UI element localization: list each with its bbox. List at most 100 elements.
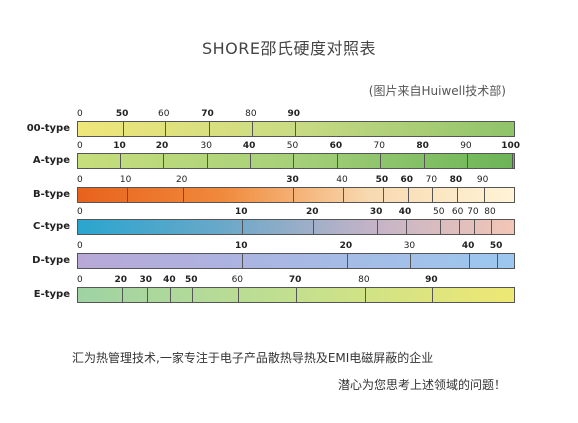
scale-tick-label: 0 [77, 109, 83, 119]
scale-tick-label: 100 [501, 141, 521, 151]
scale-tick-label: 40 [398, 207, 412, 217]
scale-tick-label: 40 [163, 275, 176, 285]
scale-tick-label: 80 [416, 141, 429, 151]
scale-tick-label: 30 [286, 175, 299, 185]
scale-tick [432, 188, 434, 202]
scale-tick [497, 254, 499, 268]
scale-tick [382, 188, 384, 202]
scale-tick [208, 122, 210, 136]
scale-tick-label: 90 [287, 109, 301, 119]
scale-tick-label: 60 [157, 109, 170, 119]
scale-label-d-type: D-type [32, 255, 70, 266]
scale-tick-label: 0 [77, 175, 83, 185]
scale-tick [410, 254, 412, 268]
scale-tick-label: 80 [358, 275, 370, 285]
scale-tick-label: 50 [115, 109, 129, 119]
scale-tick-label: 30 [139, 275, 153, 285]
scale-tick [423, 154, 425, 168]
scale-tick-label: 60 [451, 207, 464, 217]
scale-label-b-type: B-type [32, 189, 70, 200]
scale-tick [380, 154, 382, 168]
scale-tick-label: 70 [201, 109, 214, 119]
scale-tick [238, 288, 240, 302]
scale-tick-label: 0 [77, 207, 83, 217]
scale-tick-label: 70 [467, 207, 479, 217]
scale-tick-label: 40 [242, 141, 256, 151]
company-slogan: 潜心为您思考上述领域的问题！ [337, 378, 506, 392]
scale-tick-label: 50 [375, 175, 389, 185]
scale-bar-b-type [77, 187, 515, 203]
scale-tick [162, 154, 164, 168]
company-description: 汇为热管理技术,一家专注于电子产品散热导热及EMI电磁屏蔽的企业 [72, 351, 434, 365]
scale-tick [483, 188, 485, 202]
scale-tick-label: 90 [476, 175, 489, 185]
scale-tick [511, 154, 513, 168]
scale-tick [473, 220, 475, 234]
scale-tick-label: 70 [373, 141, 385, 151]
scale-tick [126, 188, 128, 202]
scale-tick-label: 10 [234, 241, 248, 251]
scale-tick [294, 122, 296, 136]
scale-tick [346, 254, 348, 268]
scale-tick-label: 20 [305, 207, 319, 217]
scale-tick [293, 154, 295, 168]
scale-tick [170, 288, 172, 302]
scale-bar-c-type [77, 219, 515, 235]
scale-tick [207, 154, 209, 168]
scale-bar-00-type [77, 121, 515, 137]
scale-tick-label: 60 [400, 175, 414, 185]
scale-tick-label: 10 [113, 141, 126, 151]
scale-tick-label: 0 [77, 141, 83, 151]
scale-tick-label: 50 [489, 241, 503, 251]
scale-tick-label: 70 [425, 175, 438, 185]
scale-tick [491, 220, 493, 234]
scale-tick [407, 188, 409, 202]
scale-tick-label: 10 [234, 207, 248, 217]
scale-tick [342, 188, 344, 202]
scale-tick [146, 288, 148, 302]
scale-tick [242, 220, 244, 234]
scale-tick-label: 20 [175, 175, 188, 185]
scale-bar-e-type [77, 287, 515, 303]
scale-tick [164, 122, 166, 136]
scale-tick [466, 154, 468, 168]
scale-tick [293, 188, 295, 202]
scale-tick [121, 288, 123, 302]
scale-tick-label: 40 [336, 175, 348, 185]
scale-tick [364, 288, 366, 302]
scale-tick [123, 122, 125, 136]
scale-tick-label: 80 [449, 175, 463, 185]
scale-tick [182, 188, 184, 202]
scale-tick [377, 220, 379, 234]
scale-bar-d-type [77, 253, 515, 269]
scale-tick-label: 80 [245, 109, 257, 119]
scale-tick [406, 220, 408, 234]
scale-tick-label: 0 [77, 275, 83, 285]
scale-label-00-type: 00-type [26, 123, 70, 134]
scale-tick-label: 60 [329, 141, 343, 151]
scale-tick [458, 220, 460, 234]
scale-label-a-type: A-type [32, 155, 70, 166]
scale-tick [439, 220, 441, 234]
scale-tick-label: 30 [200, 141, 212, 151]
scale-tick [313, 220, 315, 234]
scale-tick [242, 254, 244, 268]
scale-tick-label: 60 [231, 275, 244, 285]
scale-tick [192, 288, 194, 302]
scale-tick [336, 154, 338, 168]
scale-label-c-type: C-type [33, 221, 70, 232]
scale-tick-label: 50 [286, 141, 299, 151]
scale-tick [251, 122, 253, 136]
scale-tick-label: 30 [369, 207, 383, 217]
scale-tick-label: 90 [460, 141, 472, 151]
scale-tick-label: 70 [288, 275, 302, 285]
scale-tick [432, 288, 434, 302]
scale-tick [120, 154, 122, 168]
scale-tick-label: 50 [185, 275, 198, 285]
image-source-note: (图片来自Huiwell技术部) [368, 84, 506, 98]
scale-tick [469, 254, 471, 268]
scale-tick-label: 90 [425, 275, 438, 285]
scale-tick-label: 50 [433, 207, 445, 217]
scale-tick-label: 10 [119, 175, 132, 185]
scale-tick-label: 80 [484, 207, 496, 217]
